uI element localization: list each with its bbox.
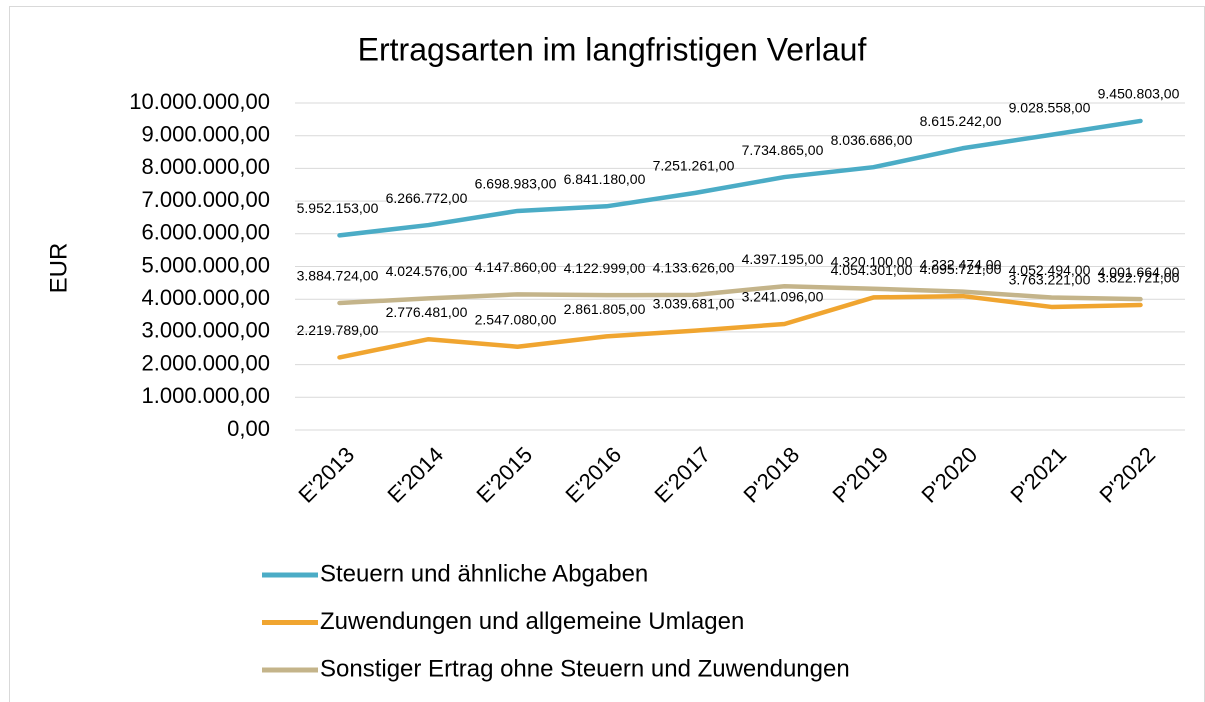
legend-label: Steuern und ähnliche Abgaben: [320, 560, 648, 587]
y-tick-label: 6.000.000,00: [142, 220, 270, 245]
series-line: [337, 283, 1143, 306]
data-label: 2.219.789,00: [297, 322, 379, 338]
data-label: 6.698.983,00: [475, 176, 557, 192]
x-tick-label: P'2019: [828, 442, 894, 508]
data-label: 4.320.100,00: [831, 253, 913, 269]
x-tick-label: E'2013: [294, 442, 360, 508]
data-label: 9.028.558,00: [1009, 99, 1091, 115]
data-label: 4.001.664,00: [1098, 264, 1180, 280]
y-tick-label: 3.000.000,00: [142, 318, 270, 343]
legend-label: Sonstiger Ertrag ohne Steuern und Zuwend…: [320, 655, 850, 682]
y-tick-label: 10.000.000,00: [129, 89, 270, 114]
data-label: 3.039.681,00: [653, 295, 735, 311]
data-label: 3.241.096,00: [742, 289, 824, 305]
x-tick-label: P'2018: [739, 442, 805, 508]
y-tick-label: 2.000.000,00: [142, 350, 270, 375]
data-label: 4.122.999,00: [564, 260, 646, 276]
data-label: 7.734.865,00: [742, 142, 824, 158]
data-label: 9.450.803,00: [1098, 86, 1180, 102]
x-tick-label: E'2014: [383, 442, 449, 508]
data-label: 3.884.724,00: [297, 268, 379, 284]
legend-label: Zuwendungen und allgemeine Umlagen: [320, 608, 744, 635]
data-label: 4.133.626,00: [653, 260, 735, 276]
data-label: 7.251.261,00: [653, 158, 735, 174]
y-tick-label: 8.000.000,00: [142, 154, 270, 179]
data-label: 8.036.686,00: [831, 132, 913, 148]
x-tick-label: E'2015: [472, 442, 538, 508]
data-label: 4.397.195,00: [742, 251, 824, 267]
data-label: 3.822.721,00: [1098, 270, 1180, 286]
data-label: 5.952.153,00: [297, 200, 379, 216]
data-label: 6.841.180,00: [564, 171, 646, 187]
x-tick-label: P'2022: [1095, 442, 1161, 508]
data-label: 4.095.721,00: [920, 261, 1002, 277]
data-label: 4.232.474,00: [920, 256, 1002, 272]
series-line: [337, 293, 1143, 360]
data-label: 3.763.221,00: [1009, 272, 1091, 288]
x-tick-label: E'2016: [561, 442, 627, 508]
data-label: 2.776.481,00: [386, 304, 468, 320]
y-tick-label: 5.000.000,00: [142, 252, 270, 277]
x-tick-label: P'2021: [1006, 442, 1072, 508]
y-tick-label: 7.000.000,00: [142, 187, 270, 212]
data-label: 6.266.772,00: [386, 190, 468, 206]
data-label: 4.024.576,00: [386, 263, 468, 279]
data-label: 2.861.805,00: [564, 301, 646, 317]
y-tick-label: 9.000.000,00: [142, 122, 270, 147]
data-label: 4.147.860,00: [475, 259, 557, 275]
x-tick-label: P'2020: [917, 442, 983, 508]
chart-title: Ertragsarten im langfristigen Verlauf: [358, 31, 867, 67]
data-label: 4.052.494,00: [1009, 262, 1091, 278]
data-label: 4.054.301,00: [831, 262, 913, 278]
y-tick-label: 4.000.000,00: [142, 285, 270, 310]
series-line: [337, 118, 1143, 238]
x-tick-label: E'2017: [650, 442, 716, 508]
y-axis-label: EUR: [45, 243, 72, 294]
data-label: 8.615.242,00: [920, 113, 1002, 129]
data-label: 2.547.080,00: [475, 311, 557, 327]
y-tick-label: 0,00: [227, 416, 270, 441]
y-tick-label: 1.000.000,00: [142, 383, 270, 408]
